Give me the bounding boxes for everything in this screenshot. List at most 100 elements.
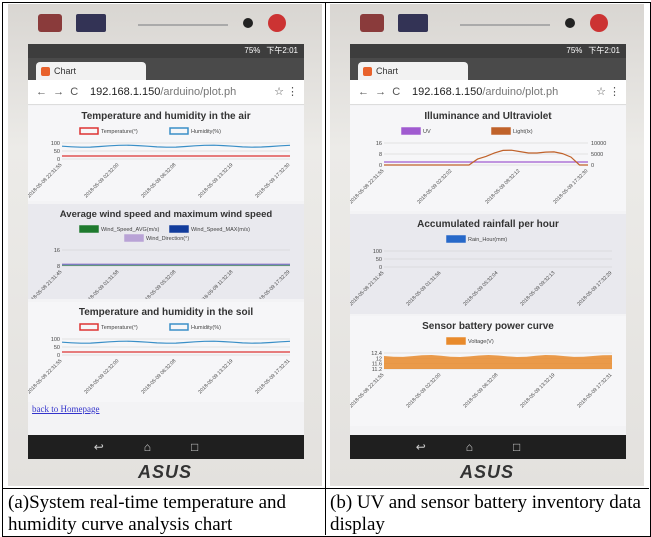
brand-logo: ASUS [330,462,644,483]
legend-label: Voltage(V) [468,339,494,345]
bezel-top [38,12,288,38]
series-line [384,150,588,165]
tab-bar: Chart [350,58,626,80]
series-line [62,341,290,343]
x-tick-label: 2018-05-09 05:32:04 [462,270,499,307]
legend-label: UV [423,129,431,135]
x-tick-label: 2018-05-08 21:31:45 [28,269,64,299]
y-tick-label: 50 [376,257,382,263]
legend-swatch [402,128,420,134]
y-tick-label: 8 [379,152,382,158]
status-bar: 75%下午2:01 [350,44,626,58]
x-tick-label: 2018-05-09 17:32:31 [576,372,613,409]
panel-title: Illuminance and Ultraviolet [424,111,552,122]
homepage-link[interactable]: back to Homepage [32,404,99,414]
legend-swatch [170,128,188,134]
url: 192.168.1.150/arduino/plot.ph [412,80,558,104]
legend-swatch [125,235,143,241]
x-tick-label: 2018-05-09 06:32:08 [140,162,177,199]
x-tick-label: 2018-05-09 13:32:19 [197,162,234,199]
x-tick-label: 2018-05-09 01:31:56 [405,270,442,307]
x-tick-label: 2018-05-08 22:31:55 [350,372,386,409]
tab-bar: Chart [28,58,304,80]
x-tick-label: 2018-05-09 02:32:00 [405,372,442,409]
chart-panel: Accumulated rainfall per hourRain_Hour(m… [350,214,626,314]
x-tick-label: 2018-05-08 21:31:45 [350,270,386,307]
x-tick-label: 2018-05-09 06:32:08 [140,358,177,395]
x-tick-label: 2018-05-09 09:32:13 [519,270,556,307]
screen: 75%下午2:01 Chart← → C ☆ ⋮ 192.168.1.150/ardu… [350,44,626,459]
menu-icons: ☆ ⋮ [274,80,298,104]
legend-label: Wind_Speed_AVG(m/s) [101,227,159,233]
chart-panel: Average wind speed and maximum wind spee… [28,204,304,299]
panel-title: Temperature and humidity in the air [81,111,250,122]
nav-icons: ← → C [358,80,400,104]
legend-label: Light(lx) [513,129,533,135]
x-tick-label: 2018-05-08 22:31:55 [28,162,64,199]
screen: 75%下午2:01 Chart← → C ☆ ⋮ 192.168.1.150/ardu… [28,44,304,459]
x-tick-label: 2018-05-09 17:32:30 [254,162,291,199]
browser-tab[interactable]: Chart [36,62,146,80]
brand-logo: ASUS [8,462,322,483]
url-host: 192.168.1.150 [90,86,160,98]
y2-tick-label: 0 [591,163,594,169]
nav-buttons: ↩⌂□ [28,435,304,459]
legend-label: Humidity(%) [191,325,221,331]
panel-title: Temperature and humidity in the soil [79,307,254,318]
url-bar: ← → C ☆ ⋮ 192.168.1.150/arduino/plot.ph [28,80,304,105]
bezel-top [360,12,610,38]
y-tick-label: 100 [51,337,60,343]
tablet: 75%下午2:01 Chart← → C ☆ ⋮ 192.168.1.150/ardu… [330,4,644,486]
menu-icons: ☆ ⋮ [596,80,620,104]
url-path: /arduino/plot.ph [160,86,236,98]
x-tick-label: 2018-05-09 13:32:19 [519,372,556,409]
y-tick-label: 50 [54,149,60,155]
x-tick-label: 2018-05-09 17:32:29 [254,269,291,299]
legend-swatch [170,324,188,330]
browser-tab[interactable]: Chart [358,62,468,80]
chart-panel: Temperature and humidity in the air Tempe… [28,106,304,201]
x-tick-label: 2018-05-09 17:32:30 [552,168,589,205]
clock: 下午2:01 [588,46,620,55]
x-tick-label: 2018-05-09 02:32:00 [83,162,120,199]
area-fill [384,355,612,369]
nav-icons: ← → C [36,80,78,104]
x-tick-label: 2018-05-09 13:32:19 [197,358,234,395]
x-tick-label: 2018-05-09 17:32:31 [254,358,291,395]
y2-tick-label: 10000 [591,141,606,147]
table-border [2,488,649,489]
caption: (b) UV and sensor battery inventory data… [330,492,644,537]
x-tick-label: 2018-05-09 02:32:02 [416,168,453,205]
y-tick-label: 100 [373,249,382,255]
table-border [325,2,326,535]
nav-buttons: ↩⌂□ [350,435,626,459]
url-bar: ← → C ☆ ⋮ 192.168.1.150/arduino/plot.ph [350,80,626,105]
nav-bar: ↩⌂□ [350,435,626,459]
y-tick-label: 16 [54,248,60,254]
nav-bar: ↩⌂□ [28,435,304,459]
battery: 75% [244,46,260,55]
chart-panel: Temperature and humidity in the soilTemp… [28,302,304,402]
y-tick-label: 16 [376,141,382,147]
panel-title: Sensor battery power curve [422,321,554,332]
chart-panel: Sensor battery power curveVoltage(V)12.4… [350,316,626,426]
status-bar: 75%下午2:01 [28,44,304,58]
x-tick-label: 2018-05-08 22:31:55 [28,358,64,395]
x-tick-label: 2018-05-09 11:32:18 [198,269,235,299]
legend-swatch [492,128,510,134]
x-tick-label: 2018-05-09 06:32:08 [462,372,499,409]
y-tick-label: 100 [51,141,60,147]
legend-swatch [447,236,465,242]
legend-label: Rain_Hour(mm) [468,237,507,243]
x-tick-label: 2018-05-08 22:31:55 [350,168,386,205]
legend-swatch [80,226,98,232]
url-path: /arduino/plot.ph [482,86,558,98]
url-host: 192.168.1.150 [412,86,482,98]
caption: (a)System real-time temperature and humi… [8,492,322,537]
chart-panel: Illuminance and Ultraviolet UV Light(lx) 16… [350,106,626,211]
legend-label: Temperature(°) [101,129,138,135]
url: 192.168.1.150/arduino/plot.ph [90,80,236,104]
legend-label: Humidity(%) [191,129,221,135]
x-tick-label: 2018-05-09 08:32:12 [484,168,521,205]
legend-label: Wind_Direction(°) [146,236,189,242]
